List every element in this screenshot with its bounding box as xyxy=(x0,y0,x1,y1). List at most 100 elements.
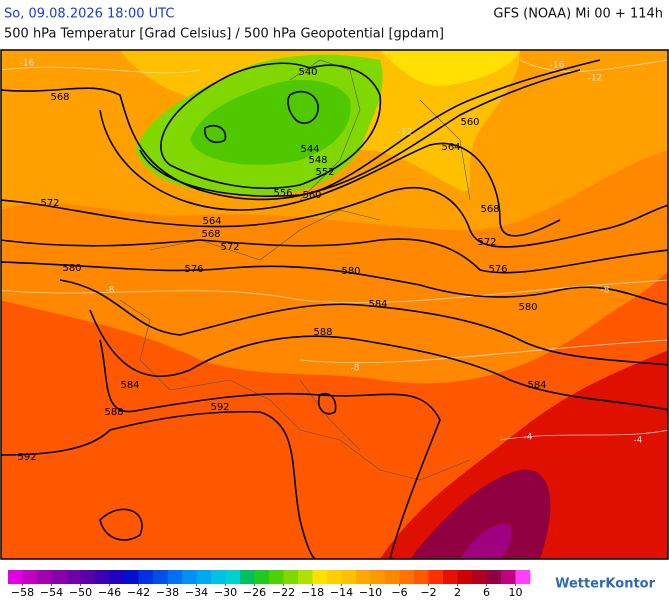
geopotential-label: 564 xyxy=(202,216,221,227)
temperature-label: -4 xyxy=(634,436,643,446)
colorbar-swatch xyxy=(138,570,154,584)
colorbar-swatch xyxy=(414,570,429,584)
temp-field xyxy=(380,350,668,559)
logo: WetterKontor xyxy=(555,577,656,592)
geopotential-label: 580 xyxy=(62,263,81,274)
colorbar-swatch xyxy=(283,570,299,584)
colorbar-swatch xyxy=(66,570,81,584)
geopotential-label: 576 xyxy=(488,264,507,275)
geopotential-label: 572 xyxy=(477,237,496,248)
geopotential-isoline xyxy=(287,90,319,124)
colorbar-label: −6 xyxy=(391,586,407,599)
colorbar-swatch xyxy=(327,570,342,584)
geopotential-label: 576 xyxy=(184,264,203,275)
temperature-label: -8 xyxy=(601,286,610,296)
geopotential-label: 568 xyxy=(201,229,220,240)
colorbar-swatch xyxy=(225,570,241,584)
colorbar-swatch xyxy=(95,570,110,584)
map-frame xyxy=(0,49,669,560)
geopotential-label: 568 xyxy=(50,92,69,103)
geopotential-label: 580 xyxy=(518,302,537,313)
colorbar-swatch xyxy=(182,570,197,584)
colorbar-swatch xyxy=(8,570,23,584)
colorbar-swatch xyxy=(356,570,371,584)
geopotential-isoline xyxy=(99,109,561,237)
map-title: 500 hPa Temperatur [Grad Celsius] / 500 … xyxy=(4,27,444,42)
colorbar-swatch xyxy=(153,570,168,584)
geopotential-isoline xyxy=(160,62,382,190)
colorbar-swatch xyxy=(51,570,67,584)
colorbar-label: −30 xyxy=(214,586,237,599)
colorbar-swatch xyxy=(399,570,415,584)
colorbar-swatch xyxy=(501,570,516,584)
geopotential-isoline xyxy=(204,124,227,144)
colorbar-swatch xyxy=(486,570,502,584)
colorbar-label: 6 xyxy=(483,586,490,599)
geopotential-isoline xyxy=(317,393,337,415)
temperature-label: -12 xyxy=(398,128,413,138)
colorbar-label: −14 xyxy=(330,586,353,599)
colorbar-label: −18 xyxy=(301,586,324,599)
geopotential-label: 592 xyxy=(17,452,36,463)
colorbar-swatch xyxy=(312,570,328,584)
temperature-label: -8 xyxy=(106,286,115,296)
geopotential-label: 544 xyxy=(300,144,319,155)
colorbar-label: −10 xyxy=(359,586,382,599)
colorbar-label: −58 xyxy=(11,586,34,599)
colorbar-swatch xyxy=(443,570,458,584)
model-run: GFS (NOAA) Mi 00 + 114h xyxy=(493,7,663,22)
temperature-label: -16 xyxy=(550,61,565,71)
temp-field xyxy=(380,50,520,86)
colorbar-label: −2 xyxy=(420,586,436,599)
temperature-label: -8 xyxy=(351,364,360,374)
geopotential-label: 572 xyxy=(40,198,59,209)
geopotential-label: 552 xyxy=(315,167,334,178)
geopotential-label: 548 xyxy=(308,155,327,166)
colorbar-swatch xyxy=(254,570,270,584)
geopotential-isoline xyxy=(139,69,581,197)
geopotential-label: 584 xyxy=(368,299,387,310)
temp-field xyxy=(190,80,351,165)
colorbar-label: −26 xyxy=(243,586,266,599)
colorbar-swatch xyxy=(211,570,226,584)
temp-field xyxy=(460,524,512,559)
colorbar-swatch xyxy=(80,570,96,584)
colorbar-label: 2 xyxy=(454,586,461,599)
geopotential-label: 568 xyxy=(480,204,499,215)
colorbar-swatch xyxy=(370,570,386,584)
colorbar-label: −34 xyxy=(185,586,208,599)
geopotential-label: 592 xyxy=(210,402,229,413)
temp-field xyxy=(410,469,551,559)
geopotential-label: 560 xyxy=(302,190,321,201)
geopotential-label: 556 xyxy=(273,188,292,199)
temperature-label: -4 xyxy=(524,433,533,443)
colorbar-swatch xyxy=(124,570,139,584)
temperature-label: -16 xyxy=(20,59,35,69)
geopotential-label: 584 xyxy=(527,380,546,391)
colorbar-swatch xyxy=(109,570,125,584)
geopotential-label: 572 xyxy=(220,242,239,253)
geopotential-label: 588 xyxy=(104,407,123,418)
datetime: So, 09.08.2026 18:00 UTC xyxy=(4,7,174,22)
geopotential-isoline xyxy=(1,187,668,248)
colorbar-swatch xyxy=(37,570,52,584)
geopotential-isoline xyxy=(99,508,143,541)
colorbar-swatch xyxy=(385,570,400,584)
temperature-label: -12 xyxy=(588,74,603,84)
colorbar-label: −46 xyxy=(98,586,121,599)
geopotential-label: 564 xyxy=(441,142,460,153)
geopotential-isoline xyxy=(1,410,316,559)
geopotential-isoline xyxy=(1,238,668,274)
colorbar-swatch xyxy=(298,570,313,584)
colorbar-label: −42 xyxy=(127,586,150,599)
temperature-isoline xyxy=(1,59,668,441)
geopotential-isoline xyxy=(1,59,601,201)
colorbar-label: 10 xyxy=(509,586,523,599)
geopotential-isoline xyxy=(1,261,668,306)
colorbar-swatch xyxy=(22,570,38,584)
colorbar-swatch xyxy=(472,570,487,584)
geopotential-label: 540 xyxy=(298,67,317,78)
geopotential-label: 560 xyxy=(460,117,479,128)
colorbar-swatch xyxy=(428,570,444,584)
